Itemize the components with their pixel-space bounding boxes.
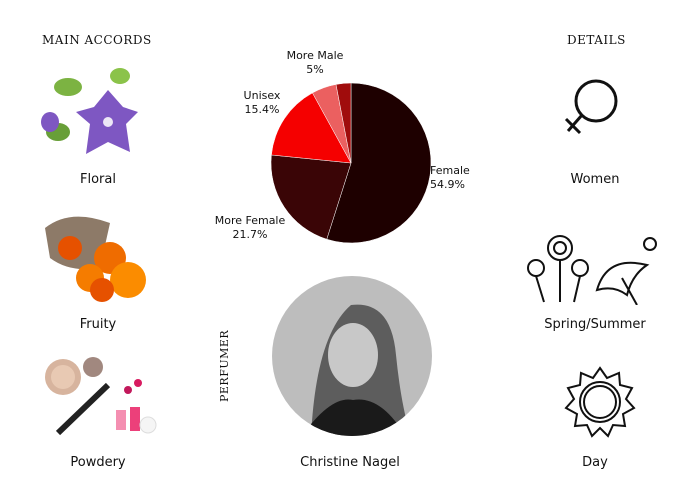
accord-label-floral: Floral — [80, 172, 116, 187]
accord-label-powdery: Powdery — [70, 455, 126, 470]
gender-pie-chart — [270, 82, 432, 244]
pie-slice-more-female — [270, 154, 352, 240]
pie-slice-unlabeled — [335, 82, 352, 164]
perfumer-name: Christine Nagel — [300, 455, 400, 470]
pie-label-unisex: Unisex 15.4% — [243, 89, 281, 116]
detail-label-day: Day — [582, 455, 608, 470]
sun-icon — [564, 366, 636, 438]
perfumer-photo — [272, 276, 432, 436]
accord-label-fruity: Fruity — [79, 317, 117, 332]
detail-label-season: Spring/Summer — [544, 317, 646, 332]
persimmon-image — [45, 216, 146, 302]
cosmetics-image — [45, 357, 157, 436]
bellflower-image — [41, 68, 138, 154]
perfumer-heading: PERFUMER — [218, 329, 231, 402]
main-accords-heading: MAIN ACCORDS — [42, 33, 152, 47]
pie-label-more-male: More Male 5% — [286, 49, 344, 76]
pie-slice-female — [326, 82, 432, 244]
pie-label-more-female: More Female 21.7% — [214, 214, 286, 241]
flowers-umbrella-icon — [527, 235, 657, 305]
pie-label-female: Female 54.9% — [430, 164, 470, 191]
detail-label-women: Women — [570, 172, 620, 187]
female-symbol-icon — [564, 79, 618, 135]
details-heading: DETAILS — [567, 33, 626, 47]
pie-slice-unisex — [271, 92, 352, 164]
